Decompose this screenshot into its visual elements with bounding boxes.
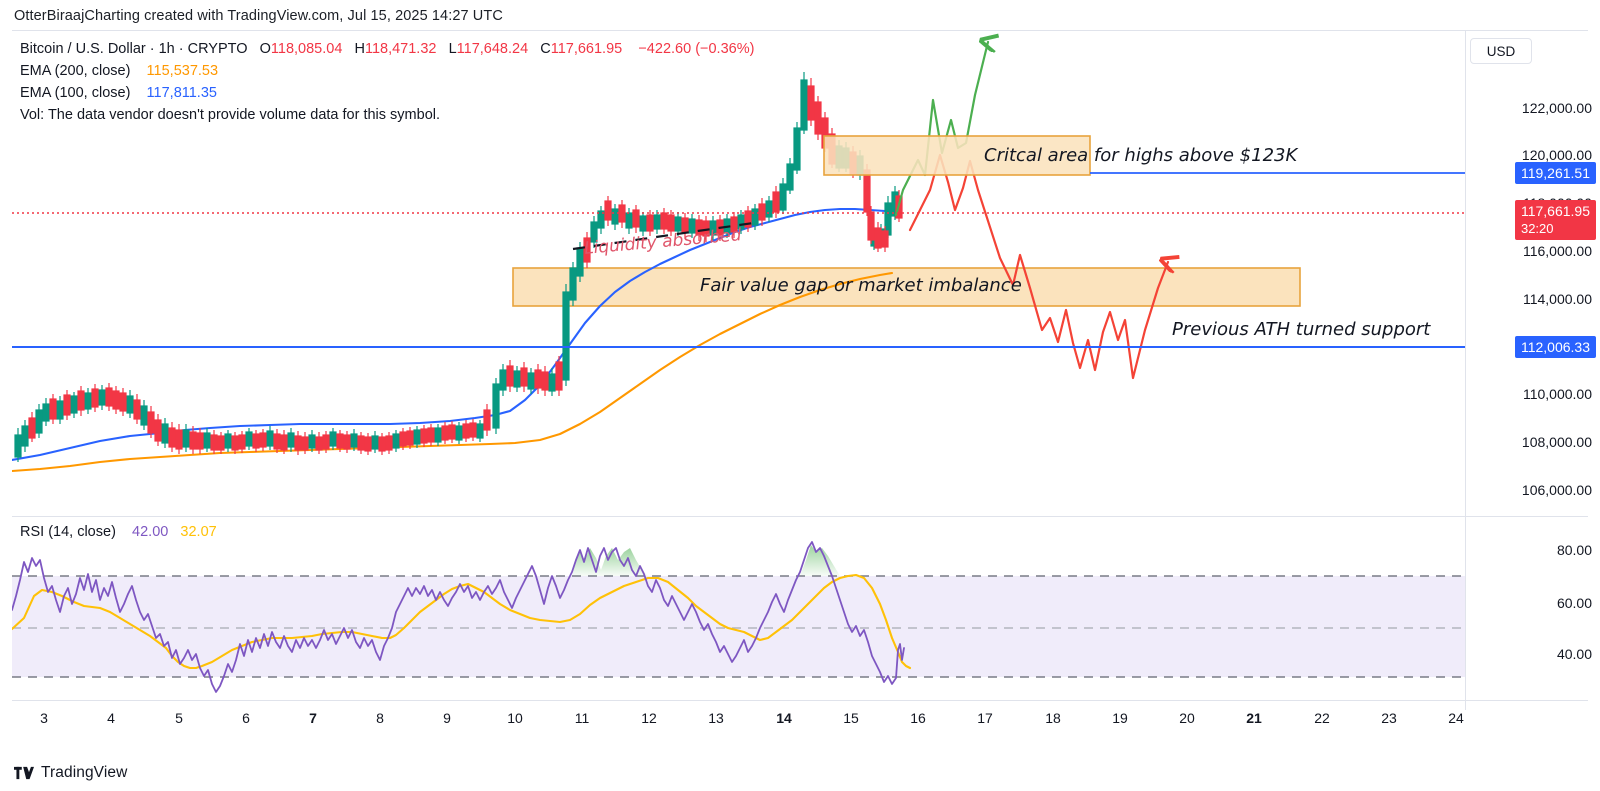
annotation-previous-ath[interactable]: Previous ATH turned support bbox=[1172, 319, 1431, 340]
open-label: O bbox=[259, 41, 271, 57]
support-level-pill[interactable]: 112,006.33 bbox=[1514, 336, 1596, 358]
price-tick-label: 108,000.00 bbox=[1521, 434, 1592, 450]
rsi-tick-label: 80.00 bbox=[1556, 542, 1592, 558]
price-tick-label: 122,000.00 bbox=[1521, 100, 1592, 116]
tradingview-brand: TradingView bbox=[41, 764, 128, 781]
rsi-value: 42.00 bbox=[132, 524, 169, 540]
annotation-fair-value-gap[interactable]: Fair value gap or market imbalance bbox=[700, 275, 1022, 296]
pill-value: 112,006.33 bbox=[1520, 339, 1590, 355]
time-tick-label: 4 bbox=[107, 710, 115, 726]
time-tick-label: 7 bbox=[309, 710, 317, 726]
time-tick-label: 23 bbox=[1381, 710, 1397, 726]
time-tick-label: 3 bbox=[40, 710, 48, 726]
pane-separator bbox=[12, 516, 1588, 517]
rsi-ma-value: 32.07 bbox=[180, 524, 217, 540]
time-tick-label: 15 bbox=[843, 710, 859, 726]
time-tick-label: 20 bbox=[1179, 710, 1195, 726]
symbol-title: Bitcoin / U.S. Dollar · 1h · CRYPTO bbox=[20, 41, 248, 57]
ema100-label: EMA (100, close) bbox=[20, 85, 131, 101]
time-tick-label: 22 bbox=[1314, 710, 1330, 726]
legend-row-ema100[interactable]: EMA (100, close) 117,811.35 bbox=[20, 82, 754, 104]
low-label: L bbox=[448, 41, 457, 57]
high-label: H bbox=[354, 41, 365, 57]
price-tick-label: 120,000.00 bbox=[1521, 147, 1592, 163]
attribution-text: OtterBiraajCharting created with Trading… bbox=[14, 8, 503, 24]
time-tick-label: 8 bbox=[376, 710, 384, 726]
annotation-critical-area[interactable]: Critcal area for highs above $123K bbox=[984, 145, 1298, 166]
time-tick-label: 11 bbox=[574, 710, 590, 726]
time-tick-label: 18 bbox=[1045, 710, 1061, 726]
volume-note: Vol: The data vendor doesn't provide vol… bbox=[20, 107, 441, 123]
rsi-tick-label: 60.00 bbox=[1556, 595, 1592, 611]
time-axis-separator bbox=[12, 700, 1588, 701]
time-tick-label: 24 bbox=[1448, 710, 1464, 726]
time-tick-label: 14 bbox=[776, 710, 792, 726]
resistance-level-pill[interactable]: 119,261.51 bbox=[1514, 162, 1596, 184]
ema100-value: 117,811.35 bbox=[146, 85, 217, 101]
low-value: 117,648.24 bbox=[456, 41, 529, 57]
tradingview-logo-icon bbox=[14, 766, 34, 780]
price-tick-label: 106,000.00 bbox=[1521, 482, 1592, 498]
time-tick-label: 16 bbox=[910, 710, 926, 726]
price-axis-separator bbox=[1465, 30, 1466, 710]
chart-legend: Bitcoin / U.S. Dollar · 1h · CRYPTO O118… bbox=[20, 38, 754, 126]
open-value: 118,085.04 bbox=[270, 41, 343, 57]
high-value: 118,471.32 bbox=[364, 41, 437, 57]
time-tick-label: 19 bbox=[1112, 710, 1128, 726]
time-tick-label: 9 bbox=[443, 710, 451, 726]
price-axis[interactable]: 122,000.00120,000.00118,000.00116,000.00… bbox=[1466, 30, 1600, 710]
ema200-label: EMA (200, close) bbox=[20, 63, 131, 79]
close-value: 117,661.95 bbox=[550, 41, 623, 57]
time-tick-label: 13 bbox=[708, 710, 724, 726]
pill-value: 119,261.51 bbox=[1520, 165, 1590, 181]
footer: TradingView bbox=[14, 764, 127, 782]
ema200-value: 115,537.53 bbox=[146, 63, 219, 79]
chart-frame bbox=[12, 30, 1588, 711]
pill-countdown: 32:20 bbox=[1520, 221, 1554, 236]
time-axis[interactable]: 3 4 5 6 7 8 9 10 11 12 13 14 15 16 17 18 19 20 21 22 23 24 bbox=[0, 700, 1465, 740]
time-tick-label: 5 bbox=[175, 710, 183, 726]
legend-row-symbol[interactable]: Bitcoin / U.S. Dollar · 1h · CRYPTO O118… bbox=[20, 38, 754, 60]
price-tick-label: 110,000.00 bbox=[1522, 386, 1592, 402]
time-tick-label: 21 bbox=[1246, 710, 1262, 726]
last-price-pill[interactable]: 117,661.95 32:20 bbox=[1514, 200, 1596, 240]
change-value: −422.60 (−0.36%) bbox=[638, 41, 755, 57]
pill-value: 117,661.95 bbox=[1520, 203, 1590, 219]
close-label: C bbox=[540, 41, 551, 57]
time-tick-label: 17 bbox=[977, 710, 993, 726]
legend-row-ema200[interactable]: EMA (200, close) 115,537.53 bbox=[20, 60, 754, 82]
price-tick-label: 114,000.00 bbox=[1522, 291, 1592, 307]
price-tick-label: 116,000.00 bbox=[1522, 243, 1592, 259]
rsi-tick-label: 40.00 bbox=[1556, 646, 1592, 662]
rsi-legend[interactable]: RSI (14, close) 42.00 32.07 bbox=[20, 524, 217, 540]
currency-chip[interactable]: USD bbox=[1470, 38, 1532, 64]
rsi-label: RSI (14, close) bbox=[20, 524, 116, 540]
time-tick-label: 6 bbox=[242, 710, 250, 726]
time-tick-label: 12 bbox=[641, 710, 657, 726]
time-tick-label: 10 bbox=[507, 710, 523, 726]
